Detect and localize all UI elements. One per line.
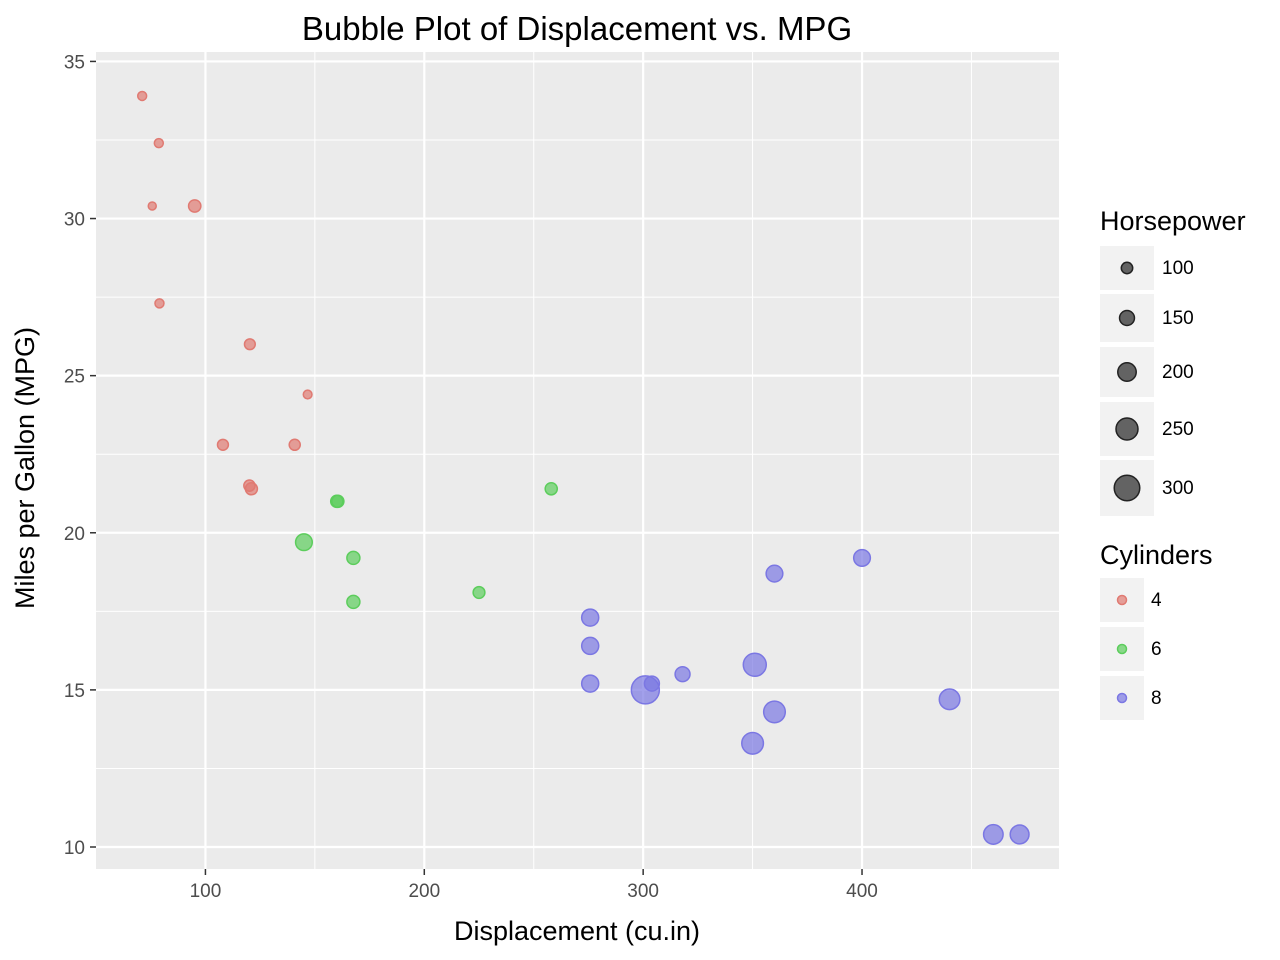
color-legend: 4 6 8 xyxy=(1100,578,1162,720)
x-tick-label: 300 xyxy=(627,881,659,902)
x-tick-label: 100 xyxy=(190,881,222,902)
plot-panel xyxy=(96,52,1059,869)
data-point-cyl-8 xyxy=(741,731,765,755)
legend: Horsepower 100 150 200 250 300 Cylinders 4 6 8 xyxy=(1100,206,1246,720)
data-point-cyl-4 xyxy=(243,479,256,492)
y-tick-label: 15 xyxy=(64,681,85,702)
size-legend-label: 100 xyxy=(1162,258,1194,279)
data-point-cyl-8 xyxy=(852,548,872,568)
data-point-cyl-8 xyxy=(674,665,691,683)
data-point-cyl-6 xyxy=(294,533,314,552)
size-legend-symbol xyxy=(1120,261,1134,275)
size-legend-symbol xyxy=(1115,417,1139,441)
size-legend-label: 300 xyxy=(1162,478,1194,499)
data-point-cyl-8 xyxy=(982,823,1004,845)
size-legend-symbol xyxy=(1118,309,1136,327)
data-point-cyl-4 xyxy=(154,298,165,309)
data-point-cyl-6 xyxy=(331,494,345,509)
color-legend-symbol xyxy=(1116,643,1128,655)
data-point-cyl-4 xyxy=(216,438,230,451)
data-point-cyl-4 xyxy=(136,90,148,102)
x-tick-label: 200 xyxy=(408,881,440,902)
color-legend-title: Cylinders xyxy=(1100,540,1213,570)
data-point-cyl-8 xyxy=(762,700,787,724)
y-axis: 10 15 20 25 30 35 xyxy=(64,52,96,859)
color-legend-label: 6 xyxy=(1151,639,1162,660)
y-tick-label: 10 xyxy=(64,838,85,859)
data-point-cyl-4 xyxy=(187,199,202,213)
color-legend-symbol xyxy=(1116,692,1128,704)
data-point-cyl-4 xyxy=(302,389,313,400)
data-point-cyl-6 xyxy=(346,594,361,610)
color-legend-label: 8 xyxy=(1151,688,1162,709)
data-point-cyl-8 xyxy=(643,675,661,692)
size-legend-symbol xyxy=(1113,474,1141,502)
data-point-cyl-4 xyxy=(243,338,256,351)
color-legend-label: 4 xyxy=(1151,590,1162,611)
x-axis: 100 200 300 400 xyxy=(190,869,878,902)
y-axis-label: Miles per Gallon (MPG) xyxy=(10,327,40,609)
y-tick-label: 30 xyxy=(64,210,85,231)
data-points xyxy=(136,90,1030,845)
data-point-cyl-8 xyxy=(580,636,600,656)
chart-title: Bubble Plot of Displacement vs. MPG xyxy=(302,10,852,47)
y-tick-label: 35 xyxy=(64,52,85,73)
grid-lines xyxy=(96,52,1059,869)
data-point-cyl-4 xyxy=(153,137,165,149)
data-point-cyl-8 xyxy=(1009,824,1030,845)
data-point-cyl-6 xyxy=(472,585,486,600)
size-legend-label: 150 xyxy=(1162,308,1194,329)
size-legend-label: 200 xyxy=(1162,362,1194,383)
size-legend-title: Horsepower xyxy=(1100,206,1246,236)
x-axis-label: Displacement (cu.in) xyxy=(454,916,700,946)
data-point-cyl-8 xyxy=(765,564,784,583)
y-tick-label: 25 xyxy=(64,367,85,388)
color-legend-symbol xyxy=(1116,594,1128,606)
size-legend: 100 150 200 250 300 xyxy=(1100,246,1194,516)
data-point-cyl-8 xyxy=(580,608,600,627)
data-point-cyl-4 xyxy=(288,438,301,452)
x-tick-label: 400 xyxy=(846,881,878,902)
size-legend-symbol xyxy=(1117,362,1137,382)
y-tick-label: 20 xyxy=(64,524,85,545)
size-legend-label: 250 xyxy=(1162,419,1194,440)
data-point-cyl-8 xyxy=(938,688,961,711)
data-point-cyl-8 xyxy=(742,652,768,677)
data-point-cyl-4 xyxy=(147,201,157,211)
data-point-cyl-6 xyxy=(346,550,361,566)
data-point-cyl-8 xyxy=(580,674,600,693)
data-point-cyl-6 xyxy=(544,481,559,496)
